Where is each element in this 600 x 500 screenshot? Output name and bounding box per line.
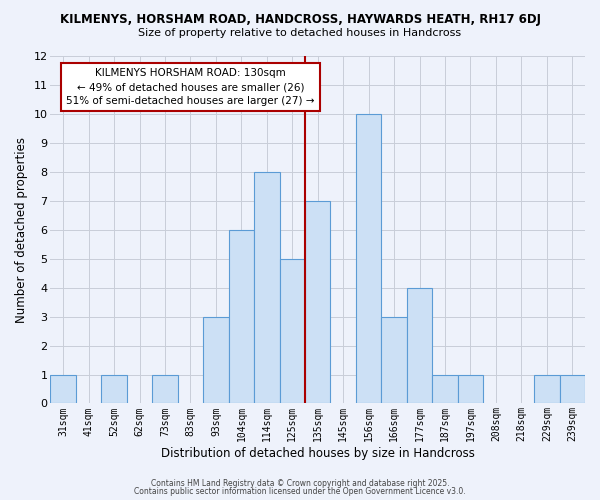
- Bar: [458, 374, 483, 404]
- Bar: [382, 316, 407, 404]
- Text: KILMENYS, HORSHAM ROAD, HANDCROSS, HAYWARDS HEATH, RH17 6DJ: KILMENYS, HORSHAM ROAD, HANDCROSS, HAYWA…: [59, 12, 541, 26]
- Text: KILMENYS HORSHAM ROAD: 130sqm
← 49% of detached houses are smaller (26)
51% of s: KILMENYS HORSHAM ROAD: 130sqm ← 49% of d…: [66, 68, 315, 106]
- Bar: [254, 172, 280, 404]
- Bar: [152, 374, 178, 404]
- Bar: [203, 316, 229, 404]
- Bar: [356, 114, 382, 404]
- X-axis label: Distribution of detached houses by size in Handcross: Distribution of detached houses by size …: [161, 447, 475, 460]
- Bar: [407, 288, 432, 404]
- Bar: [229, 230, 254, 404]
- Bar: [305, 201, 331, 404]
- Text: Contains public sector information licensed under the Open Government Licence v3: Contains public sector information licen…: [134, 487, 466, 496]
- Bar: [280, 259, 305, 404]
- Text: Contains HM Land Registry data © Crown copyright and database right 2025.: Contains HM Land Registry data © Crown c…: [151, 478, 449, 488]
- Bar: [432, 374, 458, 404]
- Bar: [560, 374, 585, 404]
- Bar: [101, 374, 127, 404]
- Bar: [534, 374, 560, 404]
- Text: Size of property relative to detached houses in Handcross: Size of property relative to detached ho…: [139, 28, 461, 38]
- Bar: [50, 374, 76, 404]
- Y-axis label: Number of detached properties: Number of detached properties: [15, 137, 28, 323]
